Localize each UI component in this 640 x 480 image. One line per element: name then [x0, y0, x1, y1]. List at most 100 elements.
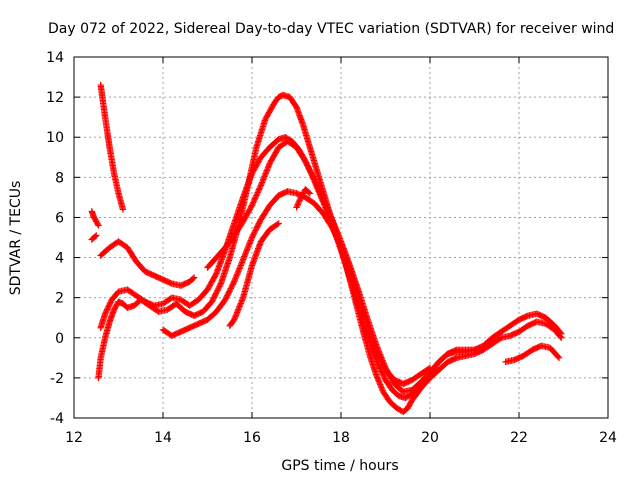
- data-point: [229, 281, 237, 288]
- data-point: [274, 221, 281, 228]
- data-point: [313, 181, 321, 189]
- data-point: [320, 197, 328, 205]
- data-point: [317, 190, 324, 197]
- data-point: [93, 232, 100, 239]
- data-point: [323, 203, 330, 210]
- data-point: [378, 385, 386, 393]
- series-track-a: [88, 208, 102, 229]
- series-track-g: [204, 138, 478, 396]
- data-point: [228, 283, 235, 291]
- data-point: [335, 238, 343, 245]
- data-point: [211, 292, 218, 300]
- x-tick-label: 18: [332, 430, 350, 446]
- data-point: [230, 279, 237, 287]
- data-point: [313, 180, 320, 187]
- x-tick-label: 12: [65, 430, 83, 446]
- data-point: [322, 201, 329, 209]
- x-tick-label: 22: [510, 430, 528, 446]
- data-point: [210, 294, 218, 301]
- data-point: [102, 309, 110, 316]
- data-point: [320, 196, 327, 203]
- data-point: [119, 206, 127, 213]
- data-point: [250, 199, 257, 206]
- data-point: [224, 292, 231, 299]
- data-point: [223, 293, 230, 301]
- series-track-k: [502, 342, 563, 366]
- data-point: [304, 162, 311, 169]
- data-point: [378, 384, 385, 391]
- data-point: [251, 228, 258, 236]
- data-point: [95, 222, 102, 229]
- data-point: [554, 353, 562, 360]
- data-point: [330, 227, 337, 234]
- data-point: [378, 359, 386, 367]
- data-point: [306, 167, 314, 175]
- data-point: [225, 289, 232, 296]
- data-point: [256, 219, 263, 226]
- data-point: [325, 209, 333, 216]
- y-tick-label: 6: [55, 210, 64, 226]
- data-point: [330, 228, 338, 235]
- data-point: [275, 220, 282, 227]
- data-point: [190, 274, 198, 281]
- data-point: [248, 234, 256, 241]
- data-point: [337, 240, 344, 248]
- data-point: [377, 381, 384, 388]
- data-point: [304, 163, 312, 171]
- data-point: [306, 190, 314, 197]
- data-point: [376, 354, 383, 361]
- data-point: [214, 287, 221, 294]
- data-point: [210, 295, 217, 303]
- data-point: [314, 184, 322, 192]
- series-track-i: [226, 220, 282, 329]
- data-point: [333, 232, 340, 240]
- data-point: [319, 194, 326, 202]
- data-point: [377, 382, 385, 390]
- data-point: [302, 159, 310, 166]
- data-point: [375, 377, 382, 384]
- data-point: [305, 165, 313, 172]
- data-point: [315, 186, 322, 193]
- series-track-f: [97, 238, 198, 289]
- data-point: [256, 185, 263, 192]
- data-point: [293, 202, 301, 210]
- data-point: [379, 361, 386, 368]
- data-point: [379, 371, 387, 378]
- data-point: [227, 285, 234, 292]
- data-point: [378, 358, 385, 365]
- data-point: [324, 206, 331, 213]
- data-point: [296, 197, 303, 204]
- data-point: [104, 304, 112, 312]
- series-track-h: [159, 188, 434, 388]
- series-track-d: [95, 91, 565, 416]
- data-point: [376, 355, 384, 362]
- data-point: [380, 362, 387, 369]
- grid-lines: [74, 57, 608, 418]
- data-point: [295, 199, 302, 207]
- series-track-c: [97, 81, 127, 213]
- data-point: [212, 290, 220, 297]
- data-point: [295, 198, 303, 205]
- data-point: [325, 207, 332, 215]
- data-point: [376, 379, 383, 387]
- data-point: [297, 195, 304, 203]
- chart-title: Day 072 of 2022, Sidereal Day-to-day VTE…: [48, 21, 614, 37]
- data-point: [222, 296, 229, 303]
- data-point: [214, 285, 222, 293]
- data-point: [107, 299, 114, 306]
- x-tick-label: 20: [421, 430, 439, 446]
- data-point: [336, 239, 343, 246]
- data-point: [94, 220, 101, 228]
- data-point: [303, 160, 310, 168]
- data-point: [557, 329, 564, 336]
- data-point: [250, 230, 258, 237]
- data-point: [213, 288, 220, 296]
- data-point: [333, 233, 341, 241]
- data-point: [257, 183, 264, 190]
- data-point: [326, 211, 334, 219]
- data-point: [311, 176, 318, 183]
- y-tick-label: 0: [55, 331, 64, 347]
- data-point: [105, 303, 112, 310]
- data-point: [316, 187, 323, 194]
